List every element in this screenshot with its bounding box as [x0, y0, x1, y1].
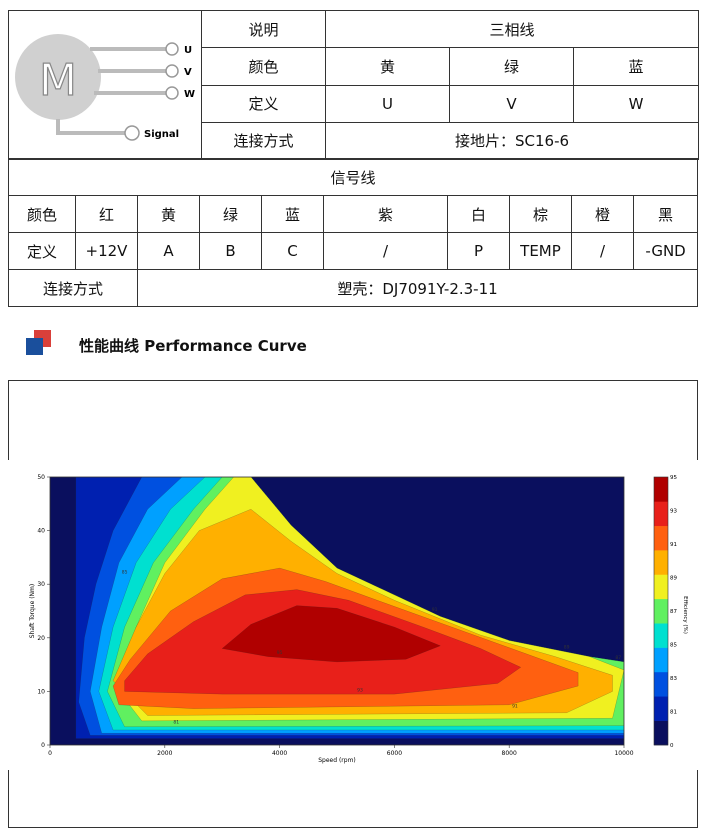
contour-label: 85: [122, 569, 128, 575]
colorbar-segment: [654, 525, 668, 551]
colorbar-tick-label: 91: [670, 542, 677, 548]
signal-label: Signal: [144, 129, 179, 140]
colorbar-border: [653, 476, 669, 746]
signal-cell: 白: [447, 195, 510, 233]
contour-label: 89: [564, 645, 570, 651]
y-tick-label: 30: [37, 581, 45, 588]
colorbar-tick-label: 83: [670, 676, 677, 682]
contour-label: 95: [277, 650, 283, 656]
contour-label: 87: [615, 655, 621, 661]
colorbar-tick-label: 0: [670, 743, 674, 749]
y-tick-label: 10: [37, 688, 45, 695]
colorbar-tick-label: 93: [670, 509, 677, 515]
colorbar-label: Efficiency (%): [682, 596, 688, 634]
x-axis-label: Speed (rpm): [318, 757, 356, 764]
signal-def-row: 定义 +12V A B C / P TEMP / -GND: [8, 232, 699, 270]
signal-cell: -GND: [632, 232, 699, 270]
colorbar-tick-label: 81: [670, 710, 677, 716]
row-label-definition: 定义: [201, 84, 326, 123]
signal-cell: 红: [75, 195, 138, 233]
x-tick-label: 10000: [614, 750, 633, 757]
contour-label: 91: [432, 607, 438, 613]
signal-cell: 紫: [323, 195, 448, 233]
signal-cell: P: [447, 232, 510, 270]
colorbar-segment: [654, 696, 668, 721]
colorbar-segment: [654, 598, 668, 624]
colorbar-tick-label: 95: [670, 475, 677, 481]
plot-border: [49, 476, 625, 746]
y-tick-label: 50: [37, 474, 45, 481]
motor-icon: M U V W Signal: [15, 34, 195, 141]
colorbar-segment: [654, 550, 668, 575]
signal-cell: 蓝: [261, 195, 324, 233]
phase-color-cell: 黄: [325, 47, 450, 86]
signal-cell: +12V: [75, 232, 138, 270]
signal-cell: /: [571, 232, 634, 270]
x-tick-label: 8000: [502, 750, 517, 757]
y-tick-label: 0: [41, 742, 45, 749]
motor-letter: M: [39, 55, 77, 106]
colorbar-segment: [654, 647, 668, 673]
colorbar-segment: [654, 574, 668, 600]
signal-table-title: 信号线: [7, 158, 699, 196]
signal-cell: 棕: [509, 195, 572, 233]
colorbar-segment: [654, 623, 668, 648]
signal-cell: /: [323, 232, 448, 270]
performance-curve-chart: 0 2000 4000 6000 8000 10000 0 10 20 30 40 50 85 95 9…: [29, 474, 688, 764]
signal-cell: 定义: [8, 232, 76, 270]
contour-label: 93: [357, 687, 363, 693]
signal-color-row: 颜色 红 黄 绿 蓝 紫 白 棕 橙 黑: [8, 195, 699, 233]
signal-cell: 绿: [199, 195, 262, 233]
x-tick-label: 0: [48, 750, 52, 757]
phase-def-cell: V: [449, 84, 574, 123]
motor-icon-cell: M U V W Signal: [8, 10, 202, 160]
colorbar-segment: [654, 501, 668, 527]
signal-cell: A: [137, 232, 200, 270]
colorbar-tick-label: 87: [670, 609, 677, 615]
signal-cell: 橙: [571, 195, 634, 233]
contour-label: 81: [173, 720, 179, 726]
signal-cell: TEMP: [509, 232, 572, 270]
colorbar-segment: [654, 671, 668, 697]
x-tick-label: 6000: [387, 750, 402, 757]
contour-label: 91: [512, 703, 518, 709]
x-tick-label: 4000: [272, 750, 287, 757]
signal-cell: B: [199, 232, 262, 270]
y-axis-label: Shaft Torque (Nm): [29, 584, 36, 638]
connection-value: 接地片：SC16-6: [324, 121, 700, 161]
section-title: 性能曲线 Performance Curve: [79, 337, 307, 355]
signal-connection-value: 塑壳：DJ7091Y-2.3-11: [136, 269, 699, 307]
section-accent-icon: [26, 330, 51, 355]
phase-def-cell: U: [325, 84, 450, 123]
y-tick-label: 20: [37, 635, 45, 642]
signal-cell: C: [261, 232, 324, 270]
phase-color-cell: 蓝: [572, 47, 700, 86]
phase-def-cell: W: [572, 84, 700, 123]
colorbar-tick-label: 85: [670, 643, 677, 649]
pin-w-label: W: [184, 89, 195, 100]
phase-color-cell: 绿: [449, 47, 574, 86]
x-tick-label: 2000: [157, 750, 172, 757]
y-tick-label: 40: [37, 528, 45, 535]
signal-cell: 黑: [632, 195, 699, 233]
signal-cell: 黄: [137, 195, 200, 233]
colorbar-tick-label: 89: [670, 576, 677, 582]
colorbar-segment: [654, 477, 668, 502]
description-value: 三相线: [324, 9, 700, 49]
pin-u-label: U: [184, 45, 192, 56]
row-label-color: 颜色: [201, 47, 326, 86]
colorbar-segment: [654, 720, 668, 746]
signal-wire-table: 信号线 颜色 红 黄 绿 蓝 紫 白 棕 橙 黑 定义 +12V A B C /…: [7, 158, 699, 307]
signal-connection-label: 连接方式: [8, 269, 138, 307]
row-label-description: 说明: [201, 9, 326, 49]
signal-cell: 颜色: [8, 195, 76, 233]
phase-wire-table: M U V W Signal 说明 三相线 颜色 黄 绿 蓝: [8, 9, 700, 161]
row-label-connection: 连接方式: [201, 121, 326, 161]
efficiency-region: [221, 605, 441, 663]
pin-v-label: V: [184, 67, 192, 78]
